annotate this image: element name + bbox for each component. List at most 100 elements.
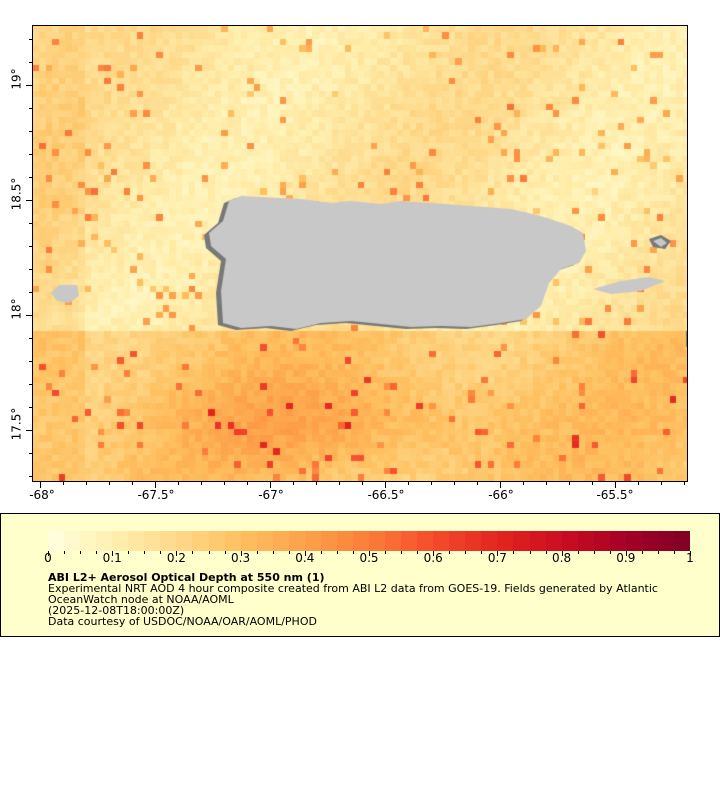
axis-tick bbox=[523, 482, 524, 485]
legend-title: ABI L2+ Aerosol Optical Depth at 550 nm … bbox=[48, 571, 325, 584]
axis-tick bbox=[178, 482, 179, 485]
colorbar-tick bbox=[320, 551, 322, 554]
axis-tick bbox=[638, 482, 639, 485]
axis-tick bbox=[339, 482, 340, 485]
axis-tick bbox=[385, 482, 386, 488]
colorbar-tick bbox=[208, 551, 210, 554]
colorbar-tick bbox=[144, 551, 146, 554]
axis-tick bbox=[29, 108, 32, 109]
axis-tick bbox=[293, 482, 294, 485]
colorbar-tick bbox=[240, 551, 242, 556]
axis-tick bbox=[316, 482, 317, 485]
colorbar-tick bbox=[112, 551, 114, 556]
colorbar-tick bbox=[433, 551, 435, 556]
colorbar-tick bbox=[690, 551, 691, 556]
colorbar-label: 0.2 bbox=[166, 551, 186, 565]
colorbar-label: 0.4 bbox=[295, 551, 315, 565]
colorbar-tick bbox=[465, 551, 467, 554]
colorbar-tick bbox=[593, 551, 595, 554]
axis-tick bbox=[408, 482, 409, 485]
axis-tick bbox=[29, 154, 32, 155]
colorbar-tick bbox=[369, 551, 370, 556]
lat-tick-18: 18° bbox=[9, 298, 24, 320]
lon-tick-67: -67° bbox=[258, 488, 284, 502]
colorbar-label: 0.7 bbox=[487, 551, 507, 565]
colorbar-tick bbox=[673, 551, 675, 554]
colorbar-tick bbox=[497, 551, 499, 556]
colorbar-label: 0.3 bbox=[231, 551, 251, 565]
colorbar-tick bbox=[64, 551, 66, 554]
axis-tick bbox=[26, 85, 32, 86]
legend-desc-2: OceanWatch node at NOAA/AOML bbox=[48, 593, 234, 606]
axis-tick bbox=[29, 361, 32, 362]
colorbar-tick bbox=[401, 551, 403, 554]
lon-tick-67-5: -67.5° bbox=[137, 488, 175, 502]
axis-tick bbox=[270, 482, 271, 488]
lon-tick-68: -68° bbox=[29, 488, 55, 502]
colorbar-tick bbox=[96, 551, 98, 554]
lon-tick-66: -66° bbox=[488, 488, 514, 502]
colorbar-tick bbox=[192, 551, 194, 554]
axis-tick bbox=[362, 482, 363, 485]
axis-tick bbox=[40, 482, 41, 488]
colorbar-tick bbox=[304, 551, 306, 556]
colorbar-tick bbox=[128, 551, 130, 554]
axis-tick bbox=[615, 482, 616, 488]
legend-credit: Data courtesy of USDOC/NOAA/OAR/AOML/PHO… bbox=[48, 615, 317, 628]
axis-tick bbox=[29, 269, 32, 270]
lon-tick-66-5: -66.5° bbox=[367, 488, 405, 502]
colorbar-tick bbox=[513, 551, 515, 554]
colorbar-tick bbox=[625, 551, 627, 556]
axis-tick bbox=[109, 482, 110, 485]
colorbar-tick bbox=[417, 551, 419, 554]
legend-panel: 0 0.1 0.2 0.3 0.4 0.5 0.6 0.7 0.8 0.9 1 ABI L2+ Ae… bbox=[0, 513, 720, 637]
axis-tick bbox=[29, 39, 32, 40]
axis-tick bbox=[546, 482, 547, 485]
axis-tick bbox=[26, 315, 32, 316]
colorbar-tick bbox=[336, 551, 338, 554]
axis-tick bbox=[592, 482, 593, 485]
colorbar-label: 0.9 bbox=[616, 551, 636, 565]
colorbar-tick bbox=[176, 551, 178, 556]
colorbar-tick bbox=[160, 551, 162, 554]
colorbar-label: 0.1 bbox=[102, 551, 122, 565]
colorbar-tick bbox=[577, 551, 579, 554]
lat-tick-17-5: 17.5° bbox=[9, 407, 24, 441]
lon-tick-65-5: -65.5° bbox=[596, 488, 634, 502]
axis-tick bbox=[454, 482, 455, 485]
axis-tick bbox=[29, 62, 32, 63]
aod-map bbox=[32, 25, 688, 482]
axis-tick bbox=[29, 131, 32, 132]
colorbar-tick bbox=[561, 551, 563, 556]
axis-tick bbox=[247, 482, 248, 485]
axis-tick bbox=[29, 407, 32, 408]
colorbar-label: 0.6 bbox=[423, 551, 443, 565]
lat-tick-18-5: 18.5° bbox=[9, 177, 24, 211]
colorbar-label: 1 bbox=[686, 551, 694, 565]
colorbar-tick bbox=[641, 551, 643, 554]
axis-tick bbox=[132, 482, 133, 485]
axis-tick bbox=[63, 482, 64, 485]
axis-tick bbox=[86, 482, 87, 485]
axis-tick bbox=[477, 482, 478, 485]
axis-tick bbox=[29, 246, 32, 247]
axis-tick bbox=[201, 482, 202, 485]
axis-tick bbox=[26, 200, 32, 201]
colorbar-label: 0.5 bbox=[359, 551, 379, 565]
colorbar-tick bbox=[272, 551, 274, 554]
colorbar-tick bbox=[385, 551, 387, 554]
aod-raster bbox=[33, 26, 687, 481]
axis-tick bbox=[29, 177, 32, 178]
colorbar-tick bbox=[449, 551, 451, 554]
axis-tick bbox=[29, 476, 32, 477]
colorbar-tick bbox=[657, 551, 659, 554]
colorbar-label: 0 bbox=[44, 551, 52, 565]
axis-tick bbox=[29, 292, 32, 293]
axis-tick bbox=[26, 430, 32, 431]
colorbar-tick bbox=[48, 551, 49, 556]
axis-tick bbox=[661, 482, 662, 485]
legend-time: (2025-12-08T18:00:00Z) bbox=[48, 604, 185, 617]
axis-tick bbox=[29, 223, 32, 224]
colorbar-tick bbox=[352, 551, 354, 554]
axis-tick bbox=[29, 453, 32, 454]
